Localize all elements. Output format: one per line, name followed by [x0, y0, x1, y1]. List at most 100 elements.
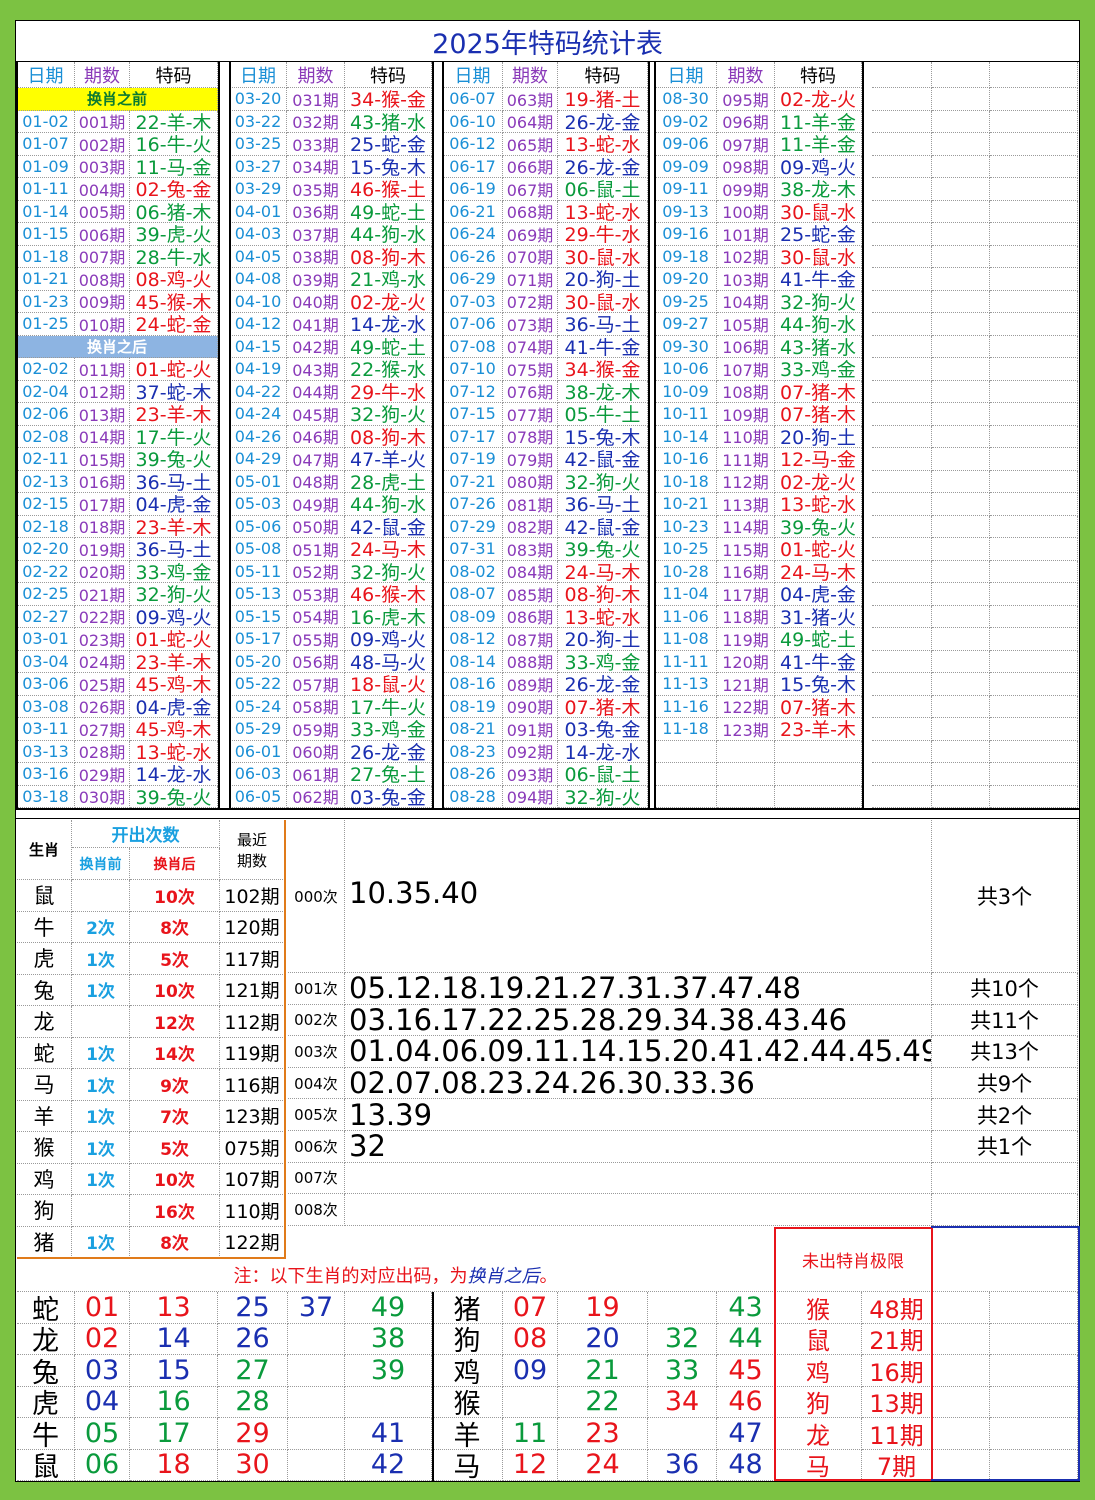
draw-code: 30-鼠-水 [775, 200, 862, 223]
draw-code: 07-猪-木 [558, 695, 648, 718]
draw-period: 016期 [75, 470, 130, 493]
draw-code: 41-牛-金 [558, 335, 648, 358]
empty-cell [990, 1355, 1078, 1387]
empty-cell [872, 673, 932, 696]
draw-date: 08-30 [655, 88, 717, 111]
draw-period: 027期 [75, 718, 130, 741]
draw-period: 071期 [503, 268, 558, 291]
empty-cell [932, 605, 990, 628]
recent-period: 110期 [220, 1195, 285, 1227]
frequency-label: 000次 [288, 820, 345, 973]
number [288, 1386, 345, 1418]
draw-code: 41-牛-金 [775, 268, 862, 291]
empty-cell [990, 560, 1078, 583]
draw-period: 083期 [503, 538, 558, 561]
draw-code: 15-兔-木 [345, 155, 432, 178]
zodiac: 牛 [17, 1418, 75, 1450]
empty-cell [872, 88, 932, 111]
empty-cell [932, 268, 990, 291]
frequency-numbers [345, 1194, 932, 1226]
draw-code: 25-蛇-金 [345, 133, 432, 156]
draw-period: 017期 [75, 493, 130, 516]
number: 30 [218, 1449, 288, 1481]
empty-cell [932, 695, 990, 718]
draw-code: 39-兔-火 [130, 785, 218, 808]
draw-code: 29-牛-水 [345, 380, 432, 403]
empty-cell [932, 1228, 1078, 1292]
count-before: 1次 [72, 1163, 130, 1195]
number [288, 1323, 345, 1355]
number: 23 [558, 1418, 648, 1450]
draw-code: 44-狗-水 [775, 313, 862, 336]
draw-code: 06-鼠-土 [558, 763, 648, 786]
draw-date: 08-12 [443, 628, 503, 651]
empty-cell [932, 403, 990, 426]
count-after: 14次 [130, 1037, 220, 1069]
empty-cell [932, 62, 990, 88]
frequency-total [932, 1162, 1078, 1195]
draw-period: 040期 [287, 290, 345, 313]
zodiac: 猴 [432, 1386, 503, 1418]
draw-period: 084期 [503, 560, 558, 583]
draw-period: 106期 [717, 335, 775, 358]
draw-date: 05-13 [230, 583, 287, 606]
draw-period: 008期 [75, 268, 130, 291]
frequency-total: 共13个 [932, 1036, 1078, 1068]
draw-code: 42-鼠-金 [558, 448, 648, 471]
rule [931, 1227, 933, 1481]
draw-period: 092期 [503, 740, 558, 763]
draw-code: 33-鸡-金 [345, 718, 432, 741]
draw-period: 072期 [503, 290, 558, 313]
zodiac: 兔 [17, 974, 72, 1006]
draw-date: 06-17 [443, 155, 503, 178]
empty-cell [932, 1386, 990, 1418]
empty-cell [872, 133, 932, 156]
draw-date: 02-13 [17, 470, 75, 493]
empty-cell [872, 110, 932, 133]
zodiac: 龙 [17, 1323, 75, 1355]
empty-cell [990, 358, 1078, 381]
draw-date: 08-14 [443, 650, 503, 673]
empty-cell [932, 245, 990, 268]
draw-date: 02-18 [17, 515, 75, 538]
draw-code: 23-羊-木 [130, 515, 218, 538]
draw-code: 08-狗-木 [558, 583, 648, 606]
draw-code: 07-猪-木 [775, 380, 862, 403]
rule [16, 62, 18, 808]
draw-date: 04-03 [230, 223, 287, 246]
draw-date: 01-11 [17, 178, 75, 201]
empty-cell [990, 538, 1078, 561]
number [288, 1355, 345, 1387]
draw-date: 04-22 [230, 380, 287, 403]
draw-period: 121期 [717, 673, 775, 696]
empty-cell [932, 1355, 990, 1387]
draw-period: 037期 [287, 223, 345, 246]
rule [931, 1479, 1080, 1481]
frequency-numbers: 05.12.18.19.21.27.31.37.47.48 [345, 973, 932, 1005]
draw-code: 07-猪-木 [775, 403, 862, 426]
draw-code: 09-鸡-火 [345, 628, 432, 651]
draw-date: 11-04 [655, 583, 717, 606]
zodiac: 猴 [17, 1132, 72, 1164]
draw-period: 086期 [503, 605, 558, 628]
draw-code: 49-蛇-土 [775, 628, 862, 651]
draw-period: 090期 [503, 695, 558, 718]
number: 41 [345, 1418, 432, 1450]
draw-date: 01-14 [17, 200, 75, 223]
draw-date: 03-22 [230, 110, 287, 133]
rule [17, 1257, 286, 1259]
empty-cell [990, 133, 1078, 156]
draw-date: 05-24 [230, 695, 287, 718]
draw-date: 10-06 [655, 358, 717, 381]
draw-period: 099期 [717, 178, 775, 201]
number: 27 [218, 1355, 288, 1387]
draw-date: 08-19 [443, 695, 503, 718]
draw-date [655, 763, 717, 786]
draw-period: 036期 [287, 200, 345, 223]
draw-date: 03-18 [17, 785, 75, 808]
draw-period: 110期 [717, 425, 775, 448]
draw-code: 04-虎-金 [775, 583, 862, 606]
draw-period: 075期 [503, 358, 558, 381]
column-header: 期数 [75, 62, 130, 88]
number: 43 [717, 1292, 775, 1324]
